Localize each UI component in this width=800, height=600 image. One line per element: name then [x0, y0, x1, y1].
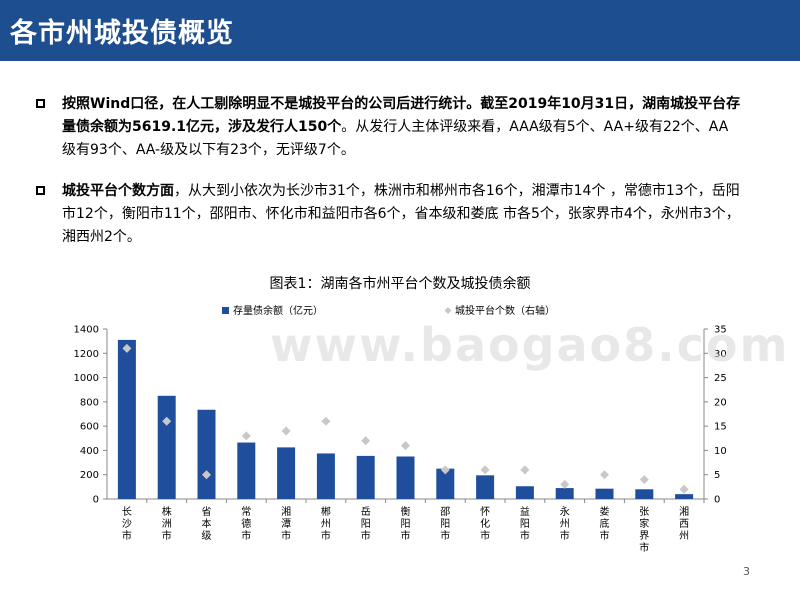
bar: [476, 475, 495, 499]
category-label: 湘西州: [679, 505, 689, 542]
bullet-square-icon: [36, 99, 45, 108]
bullet-2-text: ，从大到小依次为长沙市31个，株洲市和郴州市各16个，湘潭市14个 ，常德市13…: [62, 183, 740, 245]
right-tick-label: 5: [714, 470, 720, 481]
category-label: 张家界市: [639, 506, 649, 554]
bar: [117, 339, 136, 499]
right-tick-label: 30: [714, 349, 727, 360]
scatter-point: [440, 465, 450, 475]
category-label: 益阳市: [520, 505, 530, 542]
page-number: 3: [743, 565, 750, 578]
bullet-2-bold: 城投平台个数方面: [62, 183, 174, 199]
legend-swatch-scatter: [444, 307, 452, 314]
bar: [555, 488, 574, 499]
category-label: 衡阳市: [401, 506, 411, 542]
bar: [436, 468, 455, 499]
bar: [157, 395, 176, 499]
scatter-point: [321, 416, 331, 426]
legend-label-bar: 存量债余额（亿元）: [233, 304, 323, 317]
category-label: 岳阳市: [361, 506, 371, 542]
page-title: 各市州城投债概览: [10, 18, 234, 49]
category-label: 邵阳市: [440, 506, 450, 542]
legend-label-scatter: 城投平台个数（右轴）: [455, 304, 555, 317]
bar: [316, 453, 335, 499]
category-label: 常德市: [241, 505, 251, 542]
bar: [237, 442, 256, 499]
category-label: 湘潭市: [281, 505, 291, 542]
legend-swatch-bar: [222, 307, 229, 314]
right-tick-label: 25: [714, 373, 727, 384]
left-tick-label: 200: [80, 470, 99, 481]
bar: [595, 488, 614, 499]
bar: [635, 489, 654, 499]
left-tick-label: 1000: [74, 373, 99, 384]
bullet-1-bold: 按照Wind口径，在人工剔除明显不是城投平台的公司后进行统计。截至2019年10…: [62, 96, 741, 135]
bullet-1: 按照Wind口径，在人工剔除明显不是城投平台的公司后进行统计。截至2019年10…: [36, 93, 742, 162]
bar: [356, 455, 375, 499]
left-tick-label: 1400: [74, 325, 99, 336]
scatter-point: [122, 343, 132, 353]
title-bar: 各市州城投债概览: [0, 0, 800, 61]
scatter-point: [679, 484, 689, 494]
scatter-point: [202, 470, 211, 480]
bar: [277, 447, 296, 499]
left-tick-label: 600: [80, 422, 99, 433]
bullet-2: 城投平台个数方面，从大到小依次为长沙市31个，株洲市和郴州市各16个，湘潭市14…: [36, 180, 742, 249]
scatter-point: [560, 479, 570, 489]
scatter-point: [639, 475, 649, 485]
left-tick-label: 400: [80, 446, 99, 457]
watermark: www.baogao8.com: [270, 318, 790, 372]
bar: [396, 456, 415, 499]
bar: [515, 486, 534, 499]
chart-title: 图表1：湖南各市州平台个数及城投债余额: [269, 276, 531, 292]
bar: [675, 494, 694, 499]
right-tick-label: 0: [714, 495, 720, 506]
right-tick-label: 20: [714, 397, 727, 408]
scatter-point: [162, 416, 172, 426]
scatter-point: [600, 470, 609, 480]
left-tick-label: 0: [93, 495, 99, 506]
right-tick-label: 15: [714, 422, 727, 433]
left-tick-label: 1200: [74, 349, 99, 360]
category-label: 郴州市: [321, 505, 331, 542]
scatter-point: [480, 465, 490, 475]
scatter-point: [361, 436, 371, 446]
category-label: 省本级: [202, 505, 212, 542]
category-label: 长沙市: [122, 506, 132, 542]
category-label: 怀化市: [480, 506, 490, 542]
category-label: 株洲市: [162, 505, 172, 542]
scatter-point: [281, 426, 291, 436]
bullet-square-icon: [36, 186, 45, 195]
right-tick-label: 35: [714, 325, 727, 336]
bar: [197, 409, 216, 499]
scatter-point: [241, 431, 251, 441]
left-tick-label: 800: [80, 397, 99, 408]
scatter-point: [520, 465, 530, 475]
right-tick-label: 10: [714, 446, 727, 457]
category-label: 娄底市: [600, 505, 610, 542]
scatter-point: [401, 441, 410, 451]
category-label: 永州市: [560, 505, 570, 542]
bullet-1-text: 。从发行人主体评级来看，AAA级有5个、AA+级有22个、AA级有93个、AA-…: [62, 119, 729, 158]
